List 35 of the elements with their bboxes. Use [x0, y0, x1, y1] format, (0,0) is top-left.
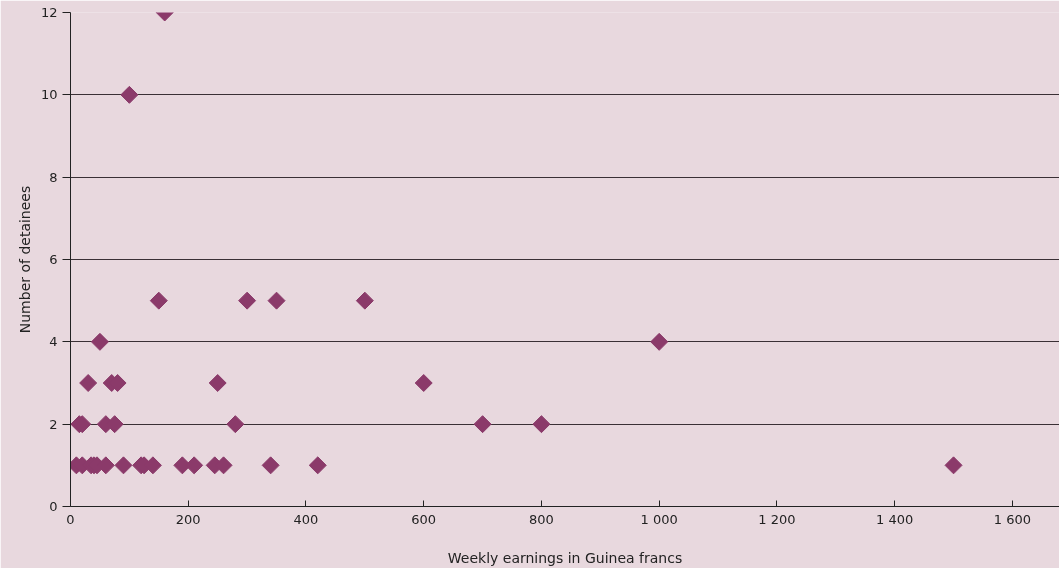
x-tick-label: 600	[411, 511, 437, 527]
point	[226, 415, 245, 434]
point	[267, 291, 286, 310]
x-tick-label: 1 600	[993, 511, 1032, 527]
point	[238, 291, 257, 310]
x-tick-label: 1 000	[640, 511, 678, 527]
point	[114, 456, 133, 475]
x-tick-label: 0	[66, 511, 75, 527]
point	[532, 415, 551, 434]
point	[208, 374, 227, 392]
point	[79, 374, 98, 392]
y-tick-label: 4	[49, 334, 58, 350]
x-tick-label: 1 200	[758, 511, 796, 527]
y-tick-label: 2	[49, 416, 58, 432]
point	[473, 415, 492, 434]
point	[149, 291, 168, 310]
y-tick-label: 10	[40, 87, 58, 103]
y-tick-label: 0	[49, 499, 58, 514]
point	[308, 456, 327, 475]
x-tick-label: 1 400	[876, 511, 914, 527]
x-tick-label: 400	[293, 511, 319, 527]
y-axis-title: Number of detainees	[16, 185, 33, 334]
point	[90, 332, 109, 351]
point	[414, 374, 433, 392]
y-tick-label: 8	[49, 169, 58, 185]
x-axis-title: Weekly earnings in Guinea francs	[447, 549, 683, 566]
x-tick-label: 200	[175, 511, 201, 527]
point	[944, 456, 963, 475]
y-tick-label: 12	[40, 5, 58, 20]
point	[261, 456, 280, 475]
point	[650, 332, 669, 351]
x-tick-label: 800	[529, 511, 554, 527]
point	[355, 291, 374, 310]
point	[120, 85, 139, 104]
y-tick-label: 6	[49, 252, 58, 267]
